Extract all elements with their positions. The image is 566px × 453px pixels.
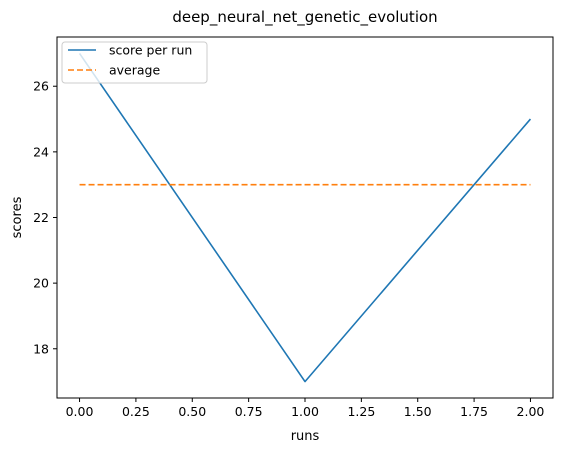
x-tick-label: 0.50 — [178, 404, 206, 419]
y-axis-label: scores — [10, 196, 25, 238]
x-axis-ticks: 0.00 0.25 0.50 0.75 1.00 1.25 1.50 1.75 2.00 — [66, 398, 545, 419]
x-tick-label: 1.00 — [291, 404, 319, 419]
x-tick-label: 0.25 — [122, 404, 150, 419]
y-tick-label: 20 — [33, 276, 49, 291]
y-tick-label: 18 — [33, 341, 49, 356]
x-tick-label: 1.25 — [347, 404, 375, 419]
y-tick-label: 24 — [33, 144, 49, 159]
plot-frame — [56, 36, 554, 399]
x-tick-label: 0.75 — [235, 404, 263, 419]
x-axis-label: runs — [291, 429, 320, 444]
legend: score per run average — [61, 41, 208, 84]
y-tick-label: 22 — [33, 210, 49, 225]
series-layer — [78, 52, 532, 383]
plot-area — [57, 37, 553, 398]
chart-title: deep_neural_net_genetic_evolution — [172, 8, 437, 27]
legend-label-score-per-run: score per run — [109, 43, 192, 58]
y-tick-label: 26 — [33, 79, 49, 94]
x-tick-label: 1.50 — [404, 404, 432, 419]
series-line-score-per-run — [78, 52, 532, 383]
x-tick-label: 2.00 — [517, 404, 545, 419]
x-tick-label: 1.75 — [460, 404, 488, 419]
legend-box — [61, 41, 208, 84]
x-tick-label: 0.00 — [66, 404, 94, 419]
y-axis-ticks: 18 20 22 24 26 — [33, 79, 57, 356]
legend-label-average: average — [109, 63, 160, 78]
